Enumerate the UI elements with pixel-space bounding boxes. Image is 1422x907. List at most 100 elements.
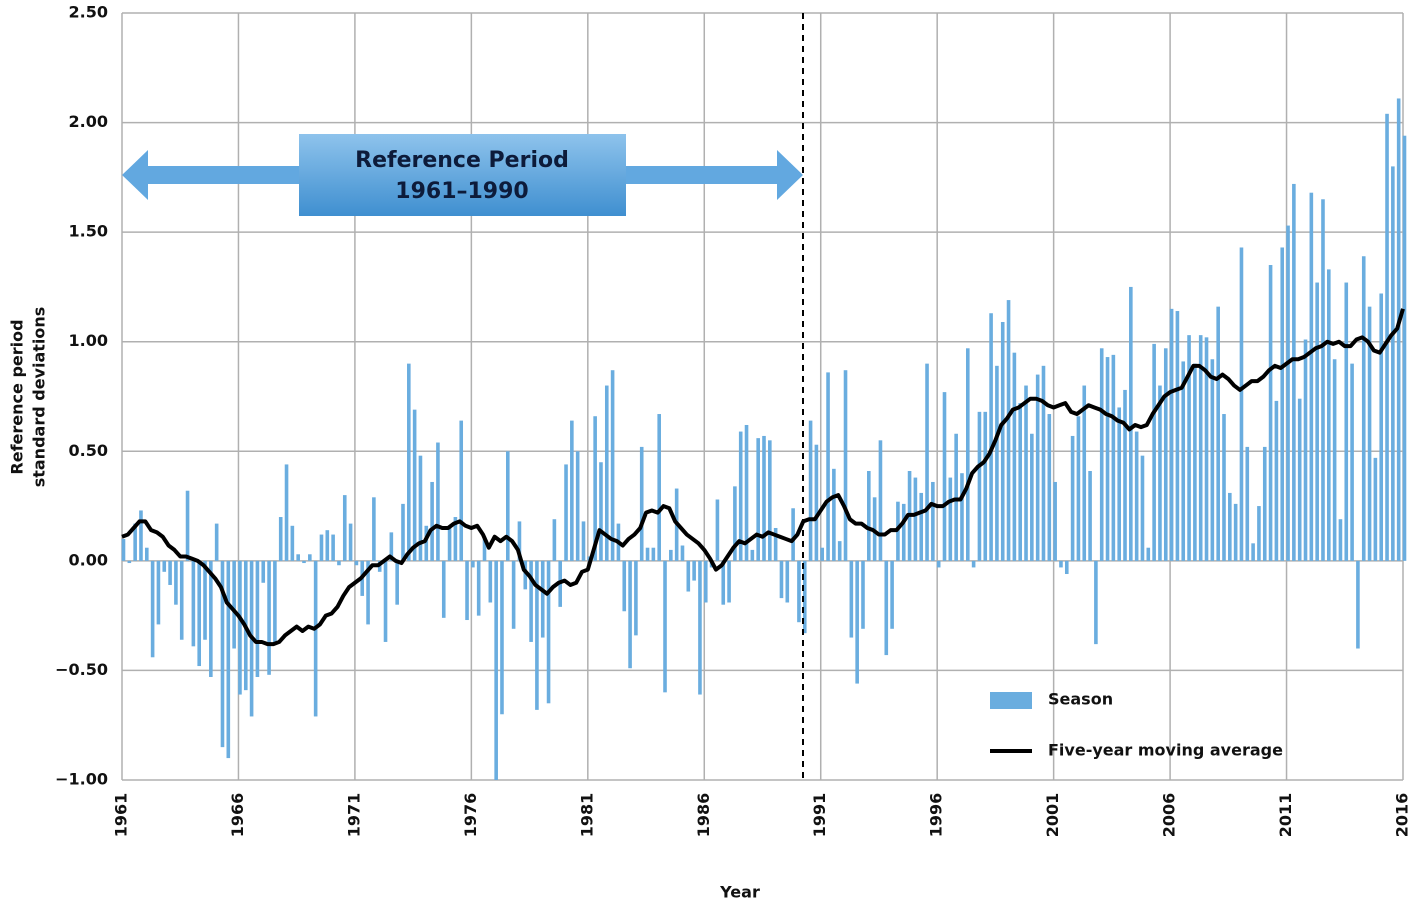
bar (797, 560, 801, 623)
bar (965, 348, 970, 561)
bar (983, 411, 988, 561)
bar (1187, 335, 1191, 561)
bar (651, 547, 656, 561)
bar (802, 560, 807, 634)
bar (931, 481, 935, 561)
bars (121, 98, 1407, 780)
bar (1035, 374, 1040, 561)
bar (418, 455, 423, 561)
bar (721, 560, 726, 605)
bar (488, 560, 493, 603)
bar (517, 521, 522, 561)
bar (389, 532, 394, 561)
bar (1099, 348, 1104, 561)
bar (284, 464, 289, 561)
x-tick-label: 2011 (1276, 793, 1295, 838)
bar (325, 530, 330, 561)
bar (680, 545, 685, 561)
bar (1123, 389, 1127, 561)
bar (511, 560, 516, 629)
bar (1216, 306, 1220, 561)
bar (1280, 247, 1285, 561)
y-tick-label: 1.50 (69, 222, 108, 241)
bar (302, 560, 306, 564)
bar (1129, 286, 1133, 561)
bar (832, 468, 836, 561)
bar (447, 527, 452, 561)
bar (686, 560, 691, 592)
bar (948, 477, 953, 561)
bar (1257, 506, 1261, 561)
bar (1088, 471, 1092, 561)
bar (1379, 293, 1384, 561)
bar (936, 560, 941, 568)
reference-box (299, 134, 626, 216)
x-tick-label: 1996 (927, 793, 946, 838)
annotation-subtitle: 1961–1990 (395, 179, 528, 204)
x-tick-label: 1976 (461, 793, 480, 838)
bar (791, 508, 795, 561)
bar (535, 560, 539, 710)
bar (197, 560, 201, 667)
bar (867, 471, 871, 561)
legend-label: Season (1048, 690, 1113, 709)
bar (989, 313, 993, 561)
bar (383, 560, 388, 642)
bar (1117, 407, 1121, 561)
bar (261, 560, 266, 583)
bar (768, 440, 772, 561)
bar (1041, 365, 1046, 561)
bar (1391, 166, 1395, 561)
bar (1361, 256, 1366, 561)
bar (459, 420, 464, 561)
bar (1082, 385, 1087, 561)
legend-swatch (990, 692, 1032, 709)
bar (546, 560, 551, 704)
bar (1262, 446, 1267, 561)
bar (552, 519, 557, 561)
bar (599, 462, 603, 561)
bar (395, 560, 399, 605)
bar (575, 451, 580, 561)
bar (476, 560, 481, 616)
bar (1193, 363, 1197, 561)
bar (1059, 560, 1063, 568)
bar (913, 477, 918, 561)
bar (715, 499, 720, 561)
bar (401, 503, 405, 561)
bar (319, 534, 324, 561)
bar (354, 560, 359, 566)
bar (500, 560, 504, 715)
bar (884, 560, 889, 656)
bar (738, 431, 743, 561)
bar (1321, 199, 1325, 561)
bar (925, 363, 929, 561)
x-tick-label: 2001 (1043, 793, 1062, 838)
bar (581, 521, 586, 561)
bar (1169, 308, 1174, 561)
bar (529, 560, 533, 642)
bar (1297, 398, 1302, 561)
bar (1053, 481, 1057, 561)
x-tick-label: 1986 (694, 793, 713, 838)
bar (273, 560, 277, 645)
bar (1268, 265, 1273, 561)
bar (855, 560, 859, 684)
bar (465, 560, 469, 621)
bar (1047, 414, 1052, 561)
bar (494, 560, 498, 780)
bar (209, 560, 213, 678)
moving-average-line (121, 308, 1405, 647)
bar (826, 372, 830, 561)
bar (901, 503, 906, 561)
bar (756, 438, 760, 561)
bar (1344, 282, 1349, 561)
bar (436, 442, 440, 561)
bar (232, 560, 236, 649)
bar (837, 541, 842, 561)
bar (1286, 225, 1290, 561)
bar (127, 560, 132, 564)
bar (407, 363, 411, 561)
bar (453, 517, 458, 561)
